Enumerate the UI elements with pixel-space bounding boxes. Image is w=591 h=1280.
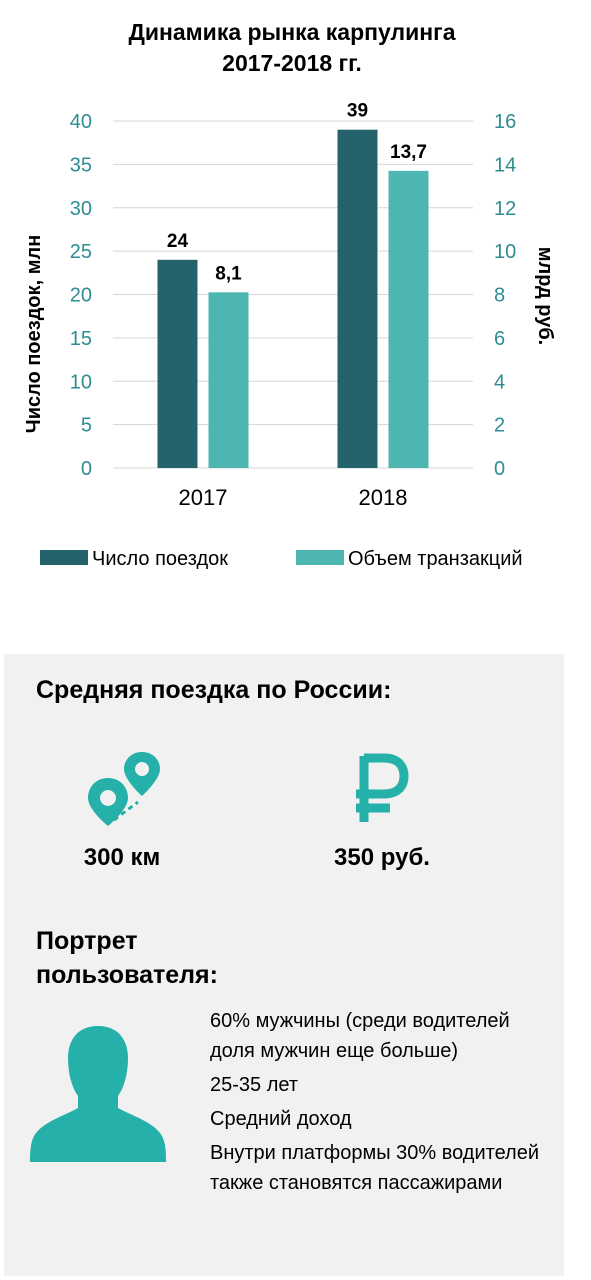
data-labels: 24 8,1 39 13,7 xyxy=(167,101,427,285)
y-tick-label: 0 xyxy=(81,458,92,480)
y2-tick-label: 10 xyxy=(494,241,516,263)
y2-tick-label: 4 xyxy=(494,371,505,393)
portrait-item-income: Средний доход xyxy=(210,1108,352,1130)
y-tick-label: 20 xyxy=(70,285,92,307)
bar xyxy=(337,129,378,469)
legend-swatch-volume xyxy=(296,550,344,565)
y-tick-label: 30 xyxy=(70,198,92,220)
user-silhouette-icon xyxy=(30,1026,166,1162)
portrait-item-gender: 60% мужчины (среди водителей доля мужчин… xyxy=(210,1010,510,1062)
y2-tick-label: 0 xyxy=(494,458,505,480)
bar xyxy=(208,292,249,468)
y2-tick-label: 12 xyxy=(494,198,516,220)
y-tick-label: 35 xyxy=(70,154,92,176)
data-label: 24 xyxy=(167,231,189,252)
data-label: 13,7 xyxy=(390,142,427,163)
legend-label-trips: Число поездок xyxy=(92,548,228,570)
y2-tick-label: 6 xyxy=(494,328,505,350)
x-tick-label: 2017 xyxy=(179,485,228,510)
data-label: 8,1 xyxy=(215,263,242,284)
chart-title: Динамика рынка карпулинга xyxy=(128,19,455,45)
y-axis-title: Число поездок, млн xyxy=(23,235,45,434)
chart-subtitle: 2017-2018 гг. xyxy=(222,50,362,76)
portrait-heading: Портрет пользователя: xyxy=(36,927,218,989)
y2-tick-label: 2 xyxy=(494,415,505,437)
y2-tick-label: 8 xyxy=(494,285,505,307)
y-tick-label: 40 xyxy=(70,111,92,133)
legend-label-volume: Объем транзакций xyxy=(348,548,523,570)
ruble-icon xyxy=(356,753,409,822)
bar xyxy=(157,259,198,468)
x-tick-label: 2018 xyxy=(359,485,408,510)
legend-swatch-trips xyxy=(40,550,88,565)
trip-heading: Средняя поездка по России: xyxy=(36,676,392,704)
y2-tick-label: 16 xyxy=(494,111,516,133)
bar xyxy=(388,170,429,468)
legend: Число поездок Объем транзакций xyxy=(40,548,523,570)
info-panel: Средняя поездка по России: 300 км 350 ру… xyxy=(4,654,564,1276)
category-labels: 2017 2018 xyxy=(179,485,408,510)
y-tick-label: 15 xyxy=(70,328,92,350)
portrait-list: 60% мужчины (среди водителей доля мужчин… xyxy=(210,1006,555,1202)
distance-value: 300 км xyxy=(83,844,161,871)
y2-tick-label: 14 xyxy=(494,154,516,176)
y-tick-label: 10 xyxy=(70,371,92,393)
y-tick-label: 25 xyxy=(70,241,92,263)
y2-axis-title: млрд руб. xyxy=(534,247,556,345)
bars xyxy=(157,129,429,469)
data-label: 39 xyxy=(347,101,368,122)
portrait-item-age: 25-35 лет xyxy=(210,1074,298,1096)
y-tick-label: 5 xyxy=(81,415,92,437)
map-pin-route-icon xyxy=(88,752,160,826)
price-value: 350 руб. xyxy=(334,844,430,871)
carpooling-chart: Динамика рынка карпулинга 2017-2018 гг. … xyxy=(23,19,556,570)
portrait-item-drivers: Внутри платформы 30% водителей также ста… xyxy=(210,1142,539,1194)
